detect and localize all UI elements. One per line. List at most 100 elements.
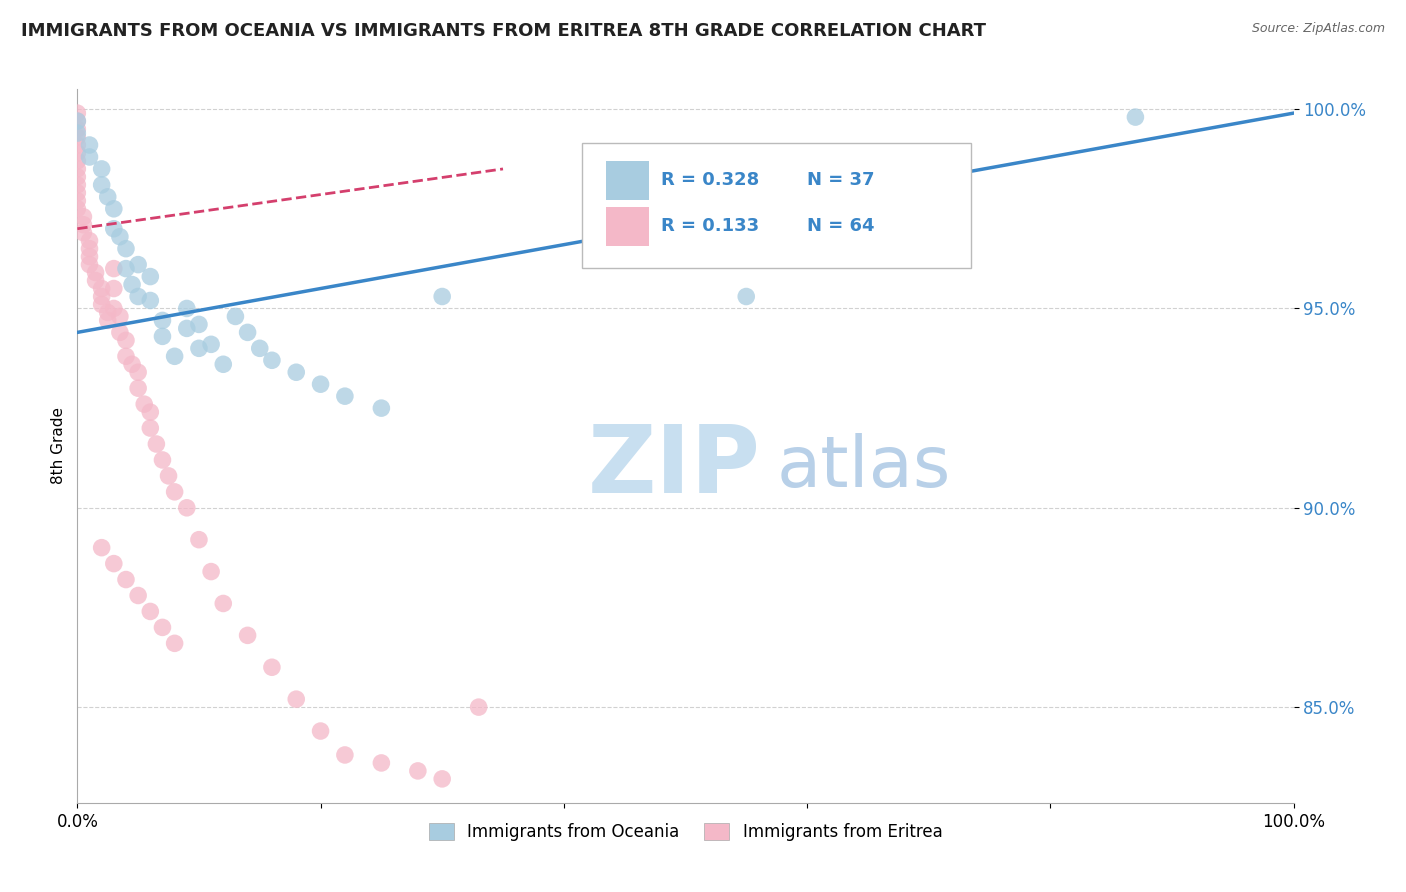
Text: R = 0.328: R = 0.328 — [661, 171, 759, 189]
Text: ZIP: ZIP — [588, 421, 761, 514]
Point — [79, 150, 101, 164]
Point — [84, 274, 107, 288]
Point — [79, 234, 101, 248]
Point — [152, 620, 174, 634]
Point — [406, 764, 429, 778]
Point — [79, 138, 101, 153]
Point — [90, 161, 112, 176]
Point — [72, 210, 94, 224]
Point — [121, 357, 143, 371]
Point — [249, 342, 271, 356]
Point — [72, 218, 94, 232]
Point — [66, 169, 89, 184]
Point — [66, 114, 89, 128]
Point — [66, 126, 89, 140]
Point — [127, 381, 149, 395]
Point — [108, 310, 131, 324]
Point — [260, 353, 283, 368]
Point — [176, 301, 198, 316]
Point — [176, 500, 198, 515]
Point — [97, 305, 120, 319]
Point — [333, 747, 356, 762]
Point — [212, 357, 235, 371]
Point — [212, 597, 235, 611]
Point — [430, 289, 453, 303]
Point — [200, 565, 222, 579]
Text: Source: ZipAtlas.com: Source: ZipAtlas.com — [1251, 22, 1385, 36]
Point — [127, 289, 149, 303]
Point — [66, 130, 89, 145]
Point — [200, 337, 222, 351]
Point — [108, 229, 131, 244]
Point — [108, 326, 131, 340]
Bar — [606, 161, 650, 200]
Point — [115, 334, 138, 348]
Point — [115, 349, 138, 363]
Point — [430, 772, 453, 786]
Point — [188, 318, 211, 332]
Point — [176, 321, 198, 335]
Point — [97, 313, 120, 327]
Point — [285, 692, 308, 706]
Point — [260, 660, 283, 674]
Point — [224, 310, 246, 324]
Point — [163, 484, 186, 499]
FancyBboxPatch shape — [582, 143, 972, 268]
Point — [333, 389, 356, 403]
Point — [72, 226, 94, 240]
Point — [90, 297, 112, 311]
Point — [127, 258, 149, 272]
Point — [370, 401, 392, 416]
Text: N = 37: N = 37 — [807, 171, 875, 189]
Point — [152, 313, 174, 327]
Point — [115, 261, 138, 276]
Point — [90, 541, 112, 555]
Point — [66, 122, 89, 136]
Point — [115, 242, 138, 256]
Point — [309, 724, 332, 739]
Point — [66, 114, 89, 128]
Point — [79, 250, 101, 264]
Point — [163, 636, 186, 650]
Point — [103, 281, 125, 295]
Point — [97, 190, 120, 204]
Point — [66, 138, 89, 153]
Point — [139, 405, 162, 419]
Point — [103, 202, 125, 216]
Point — [139, 293, 162, 308]
Point — [79, 258, 101, 272]
Point — [236, 628, 259, 642]
Point — [285, 365, 308, 379]
Point — [103, 301, 125, 316]
Point — [1125, 110, 1147, 124]
Point — [103, 221, 125, 235]
Point — [152, 453, 174, 467]
Point — [467, 700, 489, 714]
Point — [735, 289, 758, 303]
Point — [66, 202, 89, 216]
Point — [115, 573, 138, 587]
Point — [66, 186, 89, 200]
Point — [66, 146, 89, 161]
Point — [103, 261, 125, 276]
Text: atlas: atlas — [776, 433, 950, 502]
Legend: Immigrants from Oceania, Immigrants from Eritrea: Immigrants from Oceania, Immigrants from… — [422, 816, 949, 848]
Point — [103, 557, 125, 571]
Point — [152, 329, 174, 343]
Point — [188, 533, 211, 547]
Point — [139, 269, 162, 284]
Point — [127, 365, 149, 379]
Point — [90, 289, 112, 303]
Point — [309, 377, 332, 392]
Bar — [606, 207, 650, 246]
Y-axis label: 8th Grade: 8th Grade — [51, 408, 66, 484]
Text: R = 0.133: R = 0.133 — [661, 218, 759, 235]
Point — [188, 342, 211, 356]
Point — [66, 194, 89, 208]
Text: IMMIGRANTS FROM OCEANIA VS IMMIGRANTS FROM ERITREA 8TH GRADE CORRELATION CHART: IMMIGRANTS FROM OCEANIA VS IMMIGRANTS FR… — [21, 22, 986, 40]
Point — [66, 106, 89, 120]
Point — [84, 266, 107, 280]
Point — [90, 281, 112, 295]
Text: N = 64: N = 64 — [807, 218, 875, 235]
Point — [145, 437, 167, 451]
